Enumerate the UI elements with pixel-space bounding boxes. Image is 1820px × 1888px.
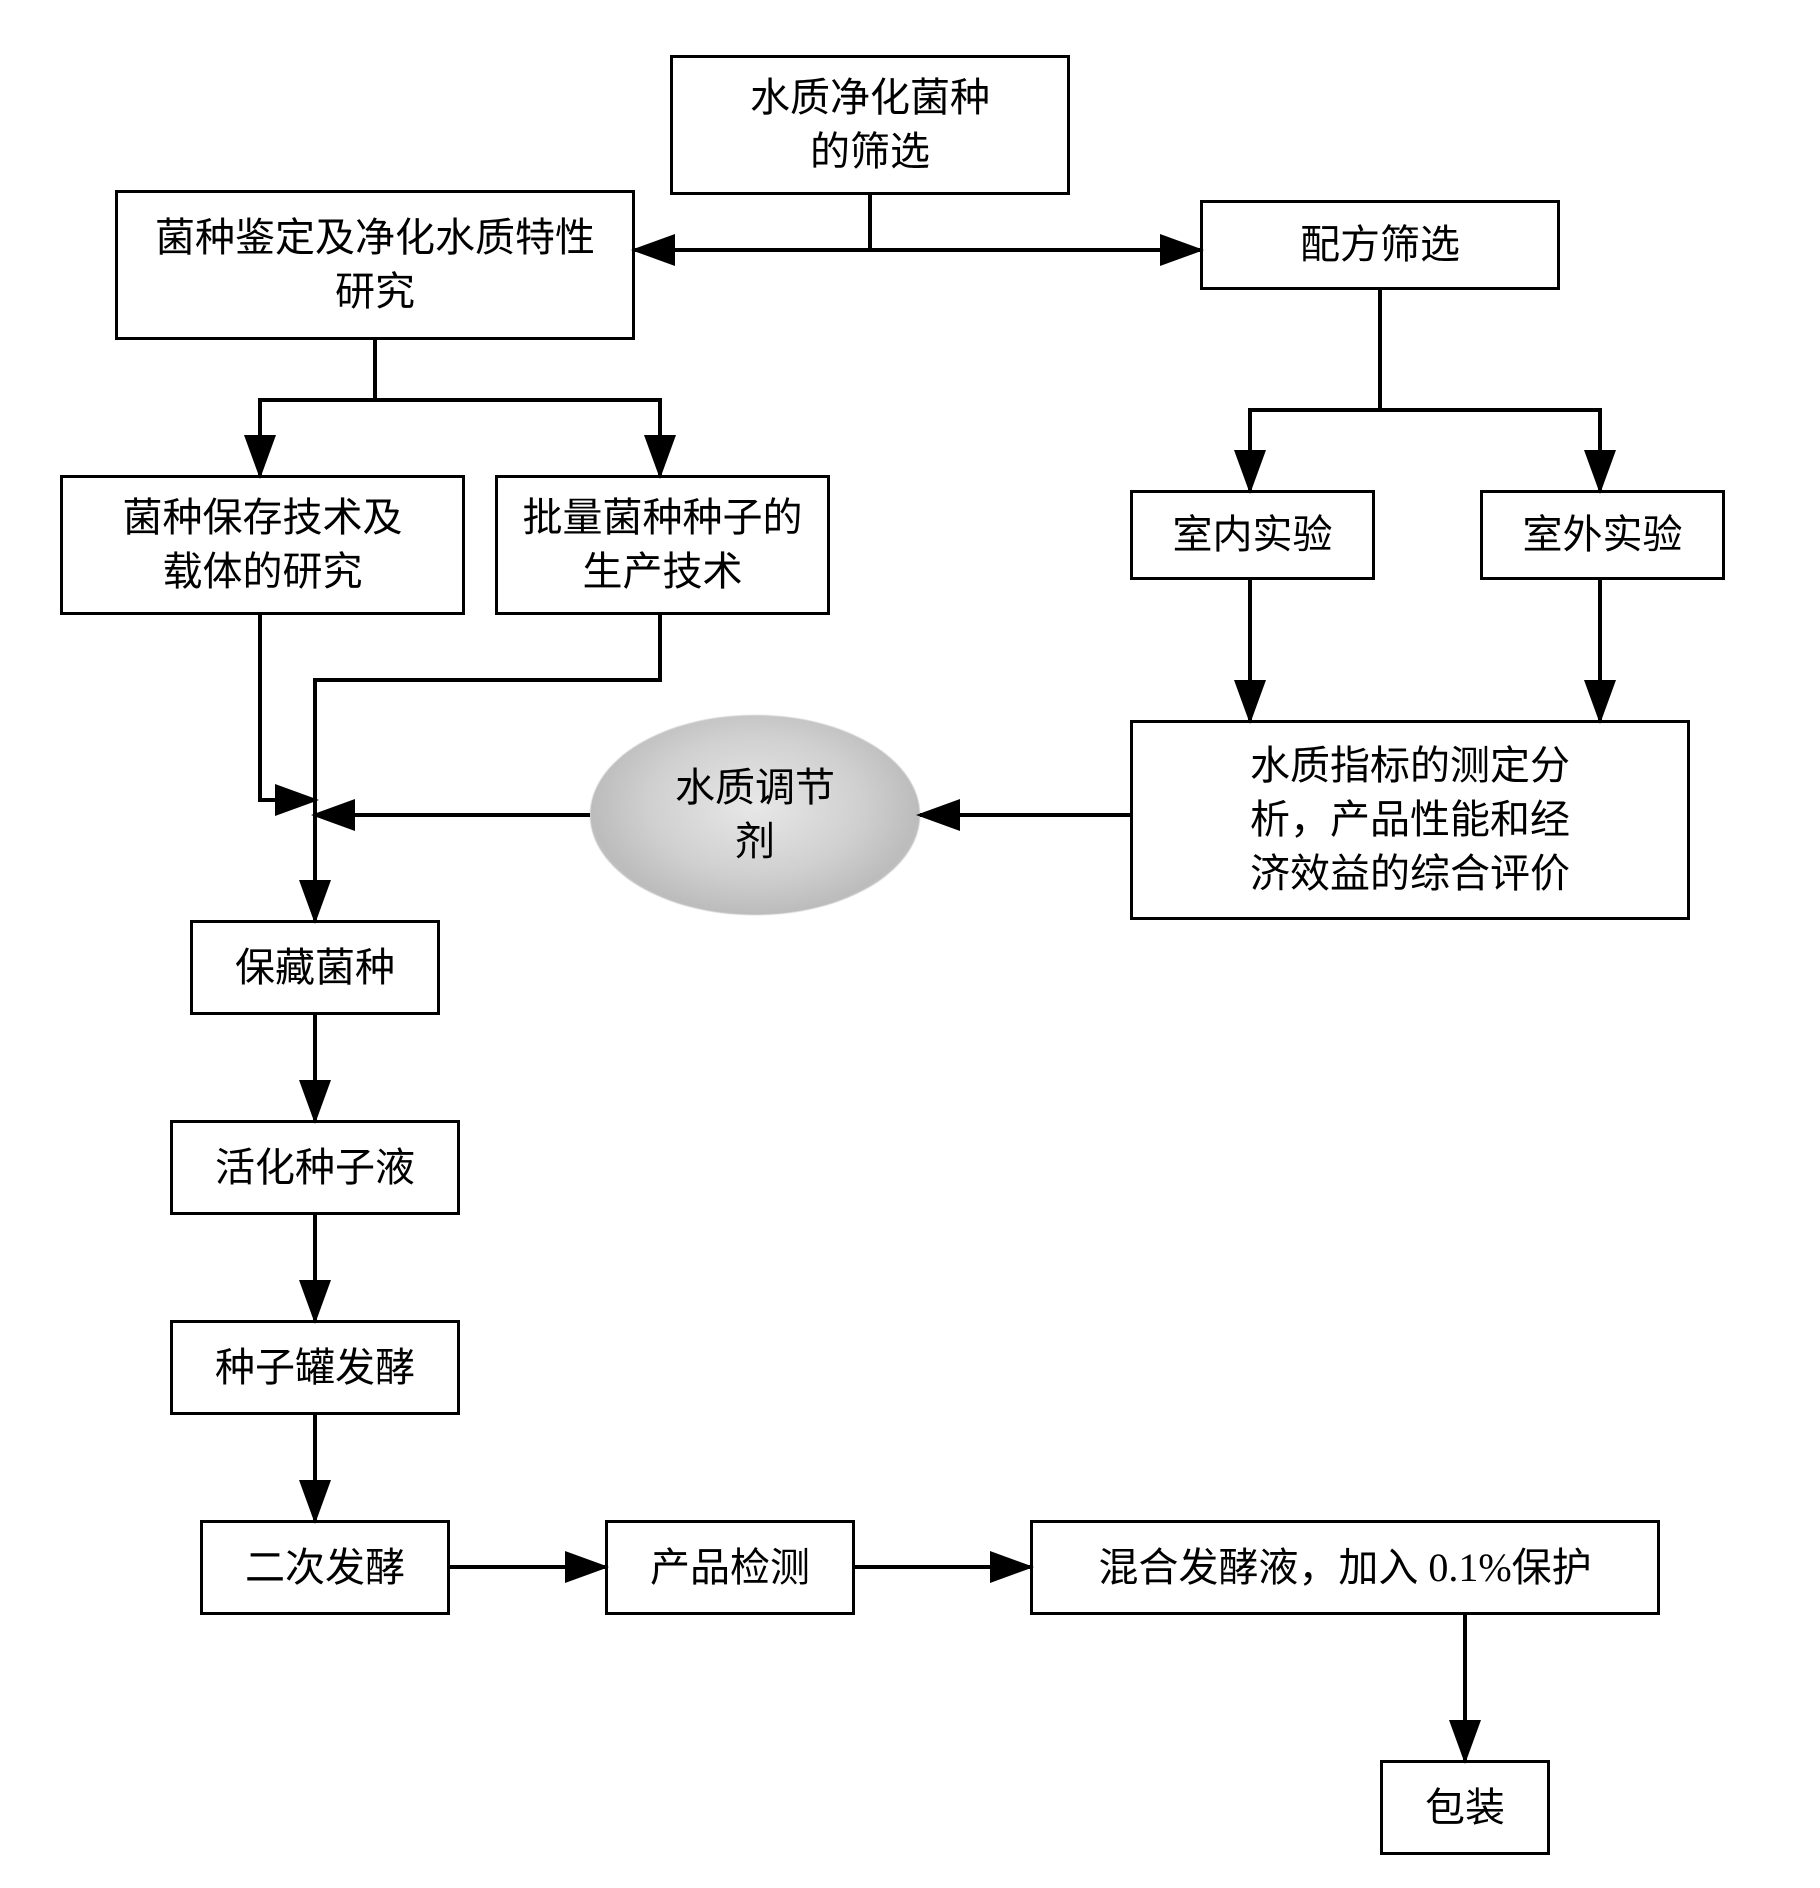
node-n_outdoor: 室外实验 [1480,490,1725,580]
flowchart-canvas: 水质净化菌种的筛选菌种鉴定及净化水质特性研究 配方筛选菌种保存技术及载体的研究批量… [0,0,1820,1888]
node-n_second: 二次发酵 [200,1520,450,1615]
node-n_pack: 包装 [1380,1760,1550,1855]
node-n_wqeval: 水质指标的测定分析，产品性能和经济效益的综合评价 [1130,720,1690,920]
edge-n_formula-n_outdoor [1380,290,1600,490]
edge-n_top-n_ident [635,195,870,250]
node-n_mix: 混合发酵液，加入 0.1%保护 [1030,1520,1660,1615]
edge-n_preserve-join1 [260,615,315,800]
node-n_store: 保藏菌种 [190,920,440,1015]
edge-n_ident-n_batch [375,340,660,475]
edge-n_formula-n_indoor [1250,290,1380,490]
node-n_seedtank: 种子罐发酵 [170,1320,460,1415]
node-n_top: 水质净化菌种的筛选 [670,55,1070,195]
node-n_batch: 批量菌种种子的生产技术 [495,475,830,615]
node-n_activate: 活化种子液 [170,1120,460,1215]
node-n_ident: 菌种鉴定及净化水质特性研究 [115,190,635,340]
node-n_indoor: 室内实验 [1130,490,1375,580]
node-label: 水质调节剂 [675,761,835,869]
edge-n_ident-n_preserve [260,340,375,475]
node-n_formula: 配方筛选 [1200,200,1560,290]
node-n_preserve: 菌种保存技术及载体的研究 [60,475,465,615]
edge-n_top-n_formula [870,195,1200,250]
node-n_inspect: 产品检测 [605,1520,855,1615]
node-n_wqagent: 水质调节剂 [590,715,920,915]
